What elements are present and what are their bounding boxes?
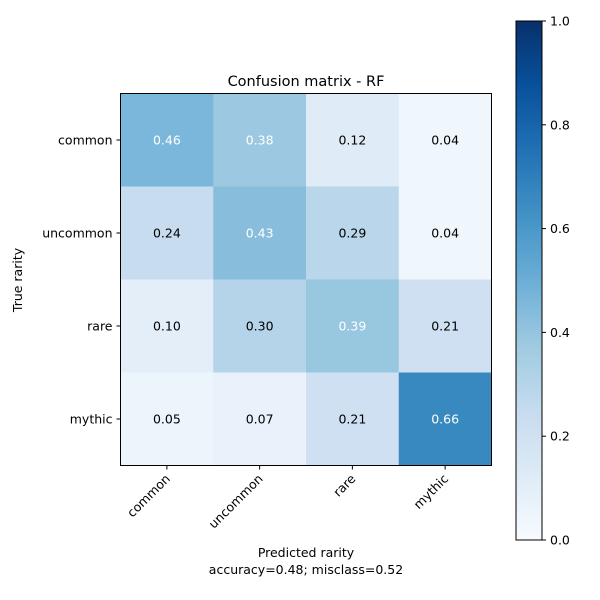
heatmap-cell-label: 0.29 bbox=[338, 226, 366, 241]
colorbar-tick-label: 0.6 bbox=[550, 221, 570, 236]
x-tick-label: rare bbox=[330, 471, 359, 500]
heatmap-cells bbox=[120, 93, 492, 466]
heatmap-cell bbox=[213, 372, 307, 466]
heatmap-cell bbox=[213, 186, 307, 280]
heatmap-cell bbox=[306, 279, 400, 373]
heatmap-cell-label: 0.10 bbox=[153, 319, 181, 334]
colorbar-tick-label: 1.0 bbox=[550, 14, 570, 29]
y-tick-label: rare bbox=[87, 319, 113, 334]
colorbar-frame bbox=[515, 20, 543, 541]
heatmap-cell bbox=[398, 186, 492, 280]
x-axis-label: Predicted rarity bbox=[258, 545, 355, 560]
colorbar-tick-label: 0.2 bbox=[550, 429, 570, 444]
heatmap-cell-label: 0.38 bbox=[246, 133, 274, 148]
heatmap-cell-label: 0.04 bbox=[431, 133, 459, 148]
colorbar-ticks: 0.0 0.2 0.4 0.6 0.8 1.0 bbox=[542, 14, 570, 548]
colorbar-tick-label: 0.0 bbox=[550, 533, 570, 548]
x-axis-ticks: common uncommon rare mythic bbox=[124, 465, 451, 531]
heatmap-cell bbox=[120, 186, 214, 280]
heatmap-cell bbox=[398, 372, 492, 466]
heatmap-cell-labels: 0.46 0.38 0.12 0.04 0.24 0.43 0.29 0.04 0.10 0.30… bbox=[153, 133, 459, 427]
plot-frame bbox=[120, 93, 492, 466]
y-tick-label: mythic bbox=[70, 412, 113, 427]
colorbar-tick-label: 0.8 bbox=[550, 117, 570, 132]
y-tick-label: common bbox=[58, 133, 112, 148]
heatmap-cell-label: 0.46 bbox=[153, 133, 181, 148]
heatmap-cell-label: 0.12 bbox=[338, 133, 366, 148]
heatmap-cell bbox=[398, 279, 492, 373]
y-tick-label: uncommon bbox=[42, 226, 112, 241]
y-axis-label: True rarity bbox=[10, 247, 25, 313]
chart-title: Confusion matrix - RF bbox=[228, 74, 385, 90]
heatmap-cell-label: 0.39 bbox=[338, 319, 366, 334]
heatmap-cell bbox=[213, 93, 307, 187]
heatmap-cell-label: 0.66 bbox=[431, 412, 459, 427]
heatmap-cell bbox=[306, 93, 400, 187]
heatmap-cell bbox=[306, 186, 400, 280]
heatmap-cell-label: 0.21 bbox=[338, 412, 366, 427]
heatmap-cell-label: 0.43 bbox=[246, 226, 274, 241]
heatmap-cell bbox=[120, 372, 214, 466]
heatmap-cell bbox=[306, 372, 400, 466]
heatmap-cell-label: 0.05 bbox=[153, 412, 181, 427]
x-axis-note: accuracy=0.48; misclass=0.52 bbox=[209, 562, 403, 577]
x-tick-label: uncommon bbox=[205, 471, 265, 531]
colorbar bbox=[516, 21, 542, 540]
heatmap-cell bbox=[120, 279, 214, 373]
heatmap-cell bbox=[213, 279, 307, 373]
heatmap-cell-label: 0.30 bbox=[246, 319, 274, 334]
heatmap-cell bbox=[120, 93, 214, 187]
heatmap-cell-label: 0.24 bbox=[153, 226, 181, 241]
y-axis-ticks: common uncommon rare mythic bbox=[42, 133, 121, 427]
colorbar-tick-label: 0.4 bbox=[550, 325, 570, 340]
x-tick-label: common bbox=[124, 471, 173, 520]
heatmap-cell-label: 0.07 bbox=[246, 412, 274, 427]
heatmap-cell-label: 0.21 bbox=[431, 319, 459, 334]
x-tick-label: mythic bbox=[410, 471, 451, 512]
heatmap-cell bbox=[398, 93, 492, 187]
heatmap-cell-label: 0.04 bbox=[431, 226, 459, 241]
